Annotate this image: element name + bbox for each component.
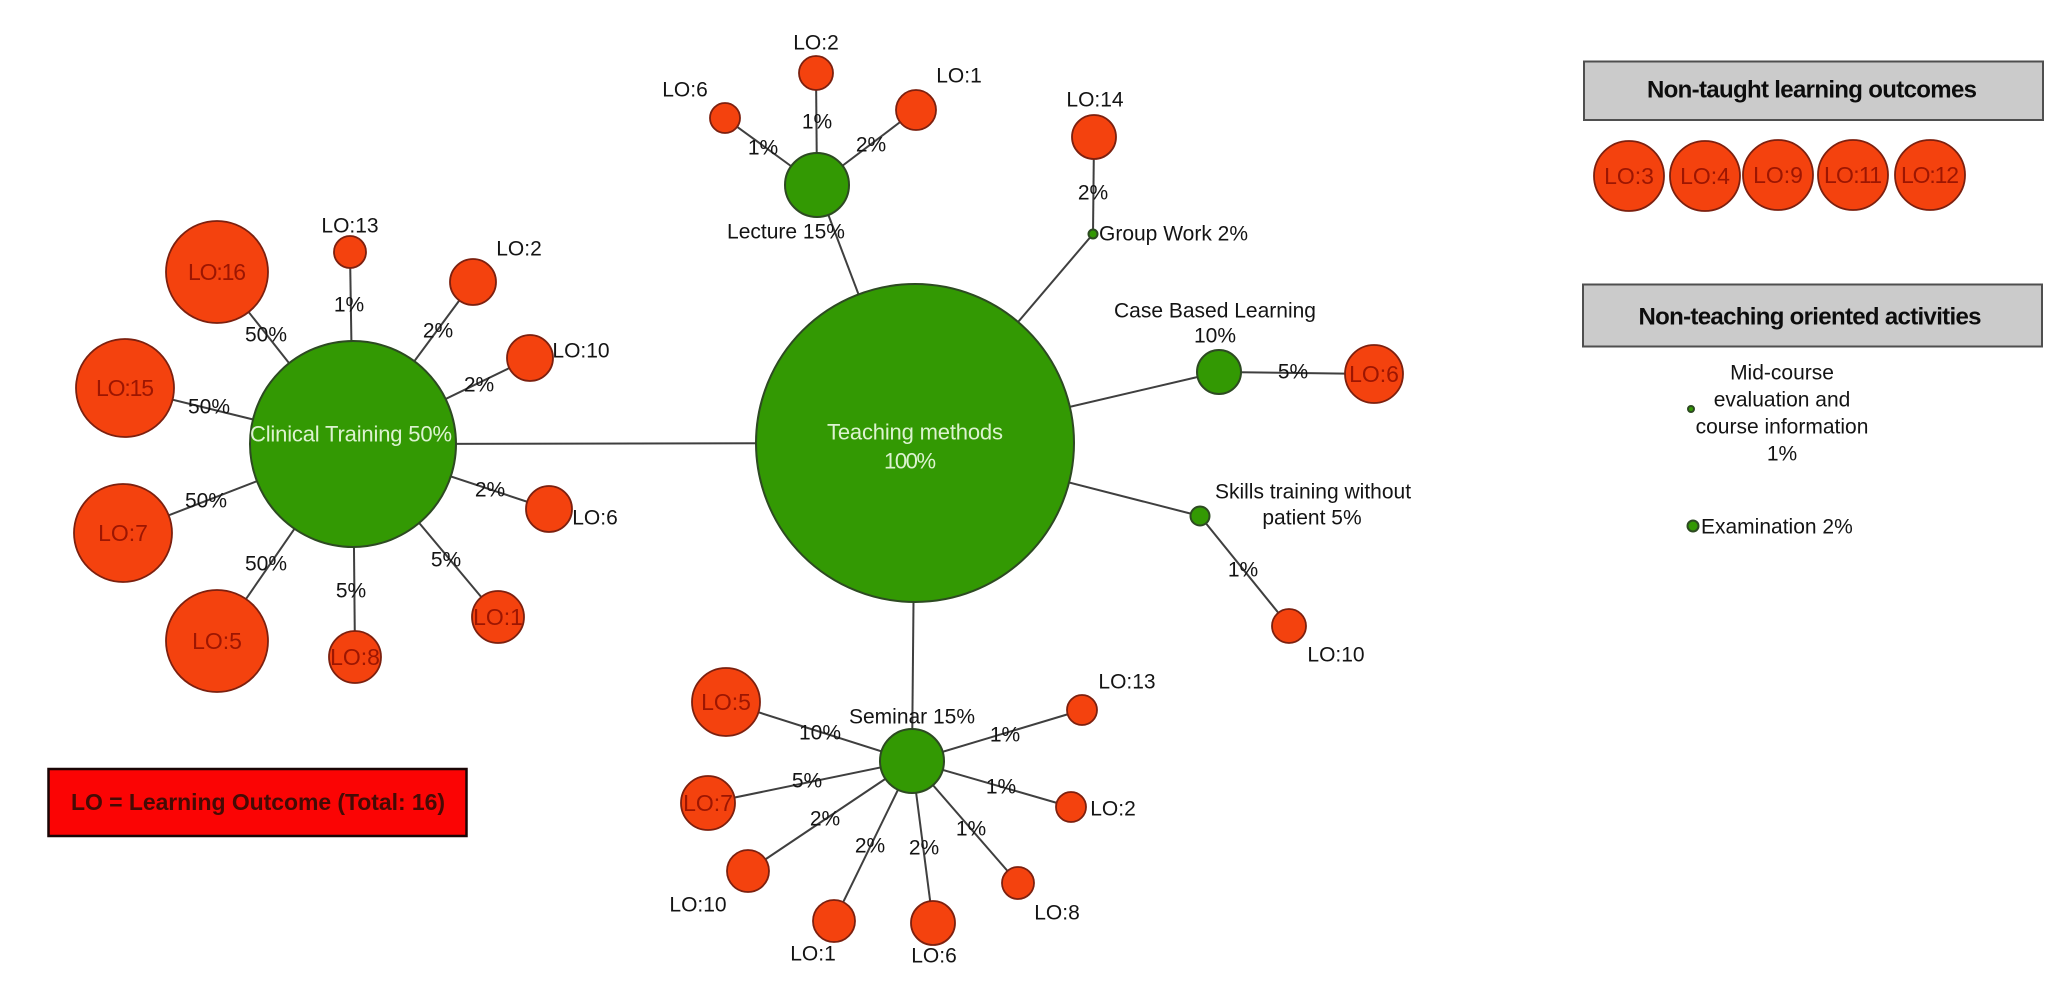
svg-text:LO:3: LO:3 xyxy=(1604,163,1654,189)
svg-text:LO:6: LO:6 xyxy=(662,79,708,102)
svg-text:Non-teaching oriented activiti: Non-teaching oriented activities xyxy=(1639,304,1982,331)
svg-text:LO = Learning Outcome (Total:: LO = Learning Outcome (Total: 16) xyxy=(71,789,445,815)
svg-text:LO:13: LO:13 xyxy=(321,215,378,238)
svg-text:2%: 2% xyxy=(909,837,939,860)
svg-text:LO:2: LO:2 xyxy=(496,238,542,261)
svg-text:2%: 2% xyxy=(423,320,453,343)
svg-text:Seminar 15%: Seminar 15% xyxy=(849,706,975,729)
svg-text:LO:1: LO:1 xyxy=(473,604,523,630)
svg-text:LO:1: LO:1 xyxy=(790,943,836,966)
svg-text:1%: 1% xyxy=(748,137,778,160)
svg-text:LO:1: LO:1 xyxy=(936,65,982,88)
svg-text:5%: 5% xyxy=(336,580,366,603)
svg-text:Teaching methods: Teaching methods xyxy=(827,420,1003,445)
svg-text:LO:16: LO:16 xyxy=(188,259,246,285)
svg-text:1%: 1% xyxy=(986,776,1016,799)
svg-text:LO:10: LO:10 xyxy=(1307,644,1364,667)
svg-text:LO:6: LO:6 xyxy=(572,507,618,530)
svg-text:LO:15: LO:15 xyxy=(96,375,154,401)
svg-text:50%: 50% xyxy=(245,553,287,576)
svg-text:LO:10: LO:10 xyxy=(552,340,609,363)
svg-text:LO:13: LO:13 xyxy=(1098,671,1155,694)
svg-text:5%: 5% xyxy=(431,549,461,572)
svg-text:50%: 50% xyxy=(245,324,287,347)
svg-text:2%: 2% xyxy=(475,479,505,502)
svg-text:LO:10: LO:10 xyxy=(669,894,726,917)
svg-text:50%: 50% xyxy=(188,396,230,419)
svg-text:course information: course information xyxy=(1696,416,1869,439)
svg-text:Mid-course: Mid-course xyxy=(1730,362,1834,385)
svg-text:2%: 2% xyxy=(464,374,494,397)
svg-text:LO:4: LO:4 xyxy=(1680,163,1730,189)
svg-text:Clinical Training 50%: Clinical Training 50% xyxy=(250,422,452,447)
svg-text:2%: 2% xyxy=(856,134,886,157)
svg-text:1%: 1% xyxy=(956,818,986,841)
svg-text:LO:6: LO:6 xyxy=(911,945,957,968)
svg-text:5%: 5% xyxy=(1278,361,1308,384)
svg-text:50%: 50% xyxy=(185,490,227,513)
svg-text:LO:7: LO:7 xyxy=(683,790,733,816)
svg-text:Examination 2%: Examination 2% xyxy=(1701,516,1853,539)
svg-text:LO:12: LO:12 xyxy=(1901,162,1959,188)
svg-text:1%: 1% xyxy=(1767,443,1797,466)
svg-text:5%: 5% xyxy=(792,770,822,793)
svg-text:Group Work 2%: Group Work 2% xyxy=(1099,223,1248,246)
svg-text:Lecture 15%: Lecture 15% xyxy=(727,221,845,244)
svg-text:2%: 2% xyxy=(810,808,840,831)
svg-text:Case Based Learning: Case Based Learning xyxy=(1114,300,1316,323)
svg-text:100%: 100% xyxy=(884,449,936,474)
svg-text:1%: 1% xyxy=(1228,559,1258,582)
svg-text:1%: 1% xyxy=(334,294,364,317)
svg-text:LO:5: LO:5 xyxy=(192,628,242,654)
svg-text:1%: 1% xyxy=(802,111,832,134)
svg-text:10%: 10% xyxy=(1194,325,1236,348)
svg-text:LO:2: LO:2 xyxy=(793,32,839,55)
svg-text:patient 5%: patient 5% xyxy=(1262,507,1361,530)
svg-text:1%: 1% xyxy=(990,724,1020,747)
svg-text:LO:7: LO:7 xyxy=(98,520,148,546)
svg-text:LO:11: LO:11 xyxy=(1824,162,1882,188)
svg-text:LO:5: LO:5 xyxy=(701,689,751,715)
svg-text:2%: 2% xyxy=(855,835,885,858)
svg-text:2%: 2% xyxy=(1078,182,1108,205)
svg-text:LO:6: LO:6 xyxy=(1349,361,1399,387)
svg-text:LO:8: LO:8 xyxy=(1034,902,1080,925)
svg-text:Skills training without: Skills training without xyxy=(1215,481,1411,504)
svg-text:LO:8: LO:8 xyxy=(330,644,380,670)
svg-text:LO:14: LO:14 xyxy=(1066,89,1124,112)
svg-text:LO:9: LO:9 xyxy=(1753,162,1803,188)
svg-text:10%: 10% xyxy=(799,722,841,745)
svg-text:evaluation and: evaluation and xyxy=(1714,389,1851,412)
svg-text:LO:2: LO:2 xyxy=(1090,798,1136,821)
svg-text:Non-taught learning outcomes: Non-taught learning outcomes xyxy=(1647,77,1977,104)
